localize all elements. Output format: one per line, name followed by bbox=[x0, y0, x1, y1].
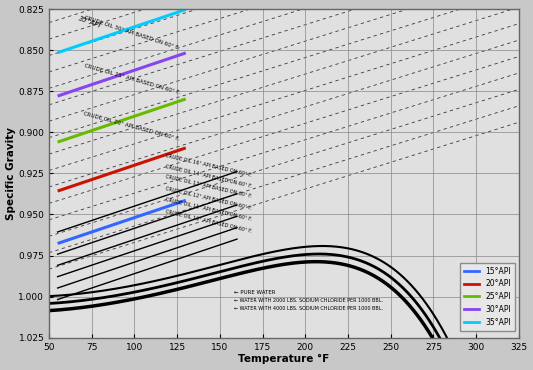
Legend: 15°API, 20°API, 25°API, 30°API, 35°API: 15°API, 20°API, 25°API, 30°API, 35°API bbox=[461, 263, 515, 331]
X-axis label: Temperature °F: Temperature °F bbox=[238, 354, 329, 364]
Text: ← WATER WITH 4000 LBS. SODIUM CHLORIDE PER 1000 BBL.: ← WATER WITH 4000 LBS. SODIUM CHLORIDE P… bbox=[233, 306, 383, 311]
Y-axis label: Specific Gravity: Specific Gravity bbox=[5, 127, 15, 220]
Text: CRUDE OIL 25° API BASED ON 60° F.: CRUDE OIL 25° API BASED ON 60° F. bbox=[83, 63, 180, 95]
Text: 35°API: 35°API bbox=[78, 15, 102, 29]
Text: CRUDE OIL 16° API BASED ON 60° F.: CRUDE OIL 16° API BASED ON 60° F. bbox=[165, 153, 253, 178]
Text: CRUDE OIL 10° API BASED ON 60° F.: CRUDE OIL 10° API BASED ON 60° F. bbox=[165, 209, 253, 233]
Text: ← PURE WATER: ← PURE WATER bbox=[233, 290, 275, 295]
Text: CRUDE OIL 20° API BASED ON 60° F.: CRUDE OIL 20° API BASED ON 60° F. bbox=[83, 111, 180, 141]
Text: CRUDE OIL 12° API BASED ON 60° F.: CRUDE OIL 12° API BASED ON 60° F. bbox=[165, 186, 253, 211]
Text: CRUDE OIL 14° API BASED ON 60° F.: CRUDE OIL 14° API BASED ON 60° F. bbox=[165, 164, 253, 189]
Text: ← WATER WITH 2000 LBS. SODIUM CHLORIDE PER 1000 BBL.: ← WATER WITH 2000 LBS. SODIUM CHLORIDE P… bbox=[233, 297, 383, 303]
Text: CRUDE OIL 11° API BASED ON 60° F.: CRUDE OIL 11° API BASED ON 60° F. bbox=[165, 197, 253, 222]
Text: CRUDE OIL 13° API BASED ON 60° F.: CRUDE OIL 13° API BASED ON 60° F. bbox=[165, 174, 253, 199]
Text: CRUDE OIL 30° API BASED ON 60° F.: CRUDE OIL 30° API BASED ON 60° F. bbox=[83, 15, 179, 50]
